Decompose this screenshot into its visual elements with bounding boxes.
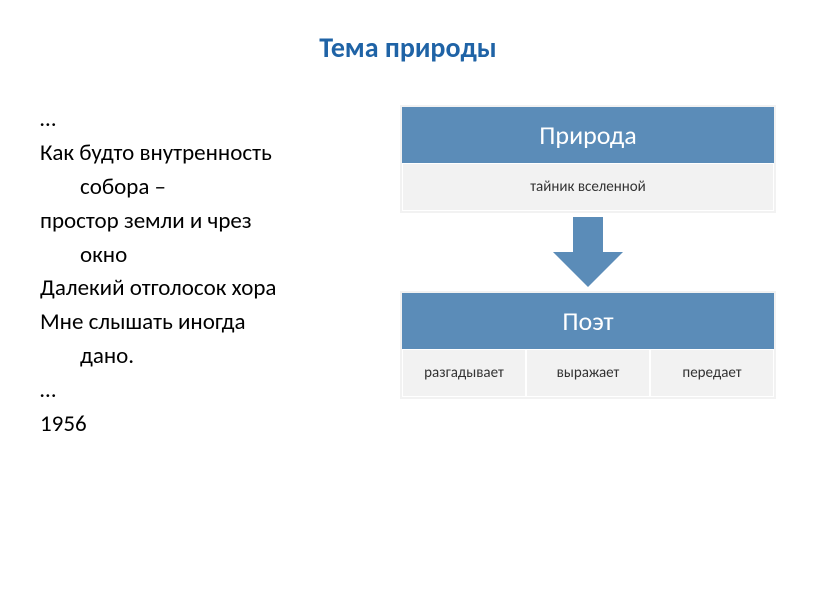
poem-line: окно (40, 241, 360, 271)
top-block-sub: тайник вселенной (402, 163, 774, 211)
poem-line: … (40, 105, 360, 135)
poem-line: собора – (40, 173, 360, 203)
page-title: Тема природы (40, 30, 776, 65)
top-block-header: Природа (402, 107, 774, 163)
poem-line: 1956 (40, 410, 360, 440)
diagram-bottom-block: Поэт разгадываетвыражаетпередает (400, 291, 776, 399)
poem-line: Мне слышать иногда (40, 308, 360, 338)
poem-line: … (40, 376, 360, 406)
arrow-container (400, 213, 776, 291)
down-arrow-icon (548, 217, 628, 287)
diagram-top-block: Природа тайник вселенной (400, 105, 776, 213)
content-area: … Как будто внутренность собора – простор з… (40, 105, 776, 583)
sub-cell: тайник вселенной (402, 163, 774, 211)
sub-cell: разгадывает (402, 349, 526, 397)
sub-cell: передает (650, 349, 774, 397)
poem-line: Как будто внутренность (40, 139, 360, 169)
sub-cell: выражает (526, 349, 650, 397)
poem-text: … Как будто внутренность собора – простор з… (40, 105, 360, 583)
bottom-block-header: Поэт (402, 293, 774, 349)
diagram: Природа тайник вселенной Поэт разгадывае… (400, 105, 776, 583)
poem-line: дано. (40, 342, 360, 372)
bottom-block-sub: разгадываетвыражаетпередает (402, 349, 774, 397)
poem-line: простор земли и чрез (40, 207, 360, 237)
poem-line: Далекий отголосок хора (40, 274, 360, 304)
